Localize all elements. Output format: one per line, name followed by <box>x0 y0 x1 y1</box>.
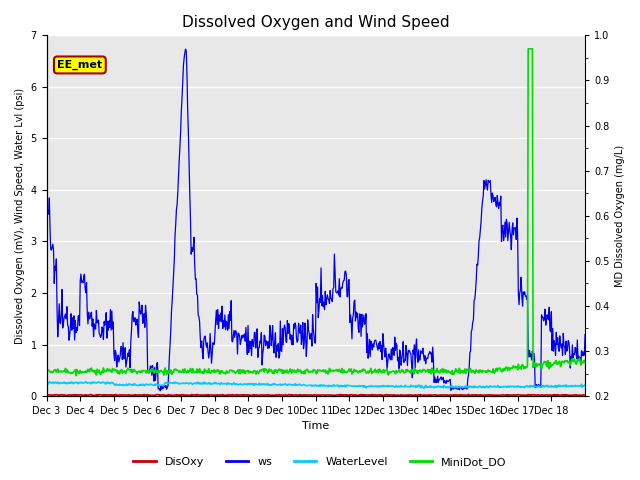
Legend: DisOxy, ws, WaterLevel, MiniDot_DO: DisOxy, ws, WaterLevel, MiniDot_DO <box>129 452 511 472</box>
Y-axis label: Dissolved Oxygen (mV), Wind Speed, Water Lvl (psi): Dissolved Oxygen (mV), Wind Speed, Water… <box>15 88 25 344</box>
Text: EE_met: EE_met <box>58 60 102 70</box>
Y-axis label: MD Dissolved Oxygen (mg/L): MD Dissolved Oxygen (mg/L) <box>615 144 625 287</box>
X-axis label: Time: Time <box>302 421 330 432</box>
Title: Dissolved Oxygen and Wind Speed: Dissolved Oxygen and Wind Speed <box>182 15 449 30</box>
